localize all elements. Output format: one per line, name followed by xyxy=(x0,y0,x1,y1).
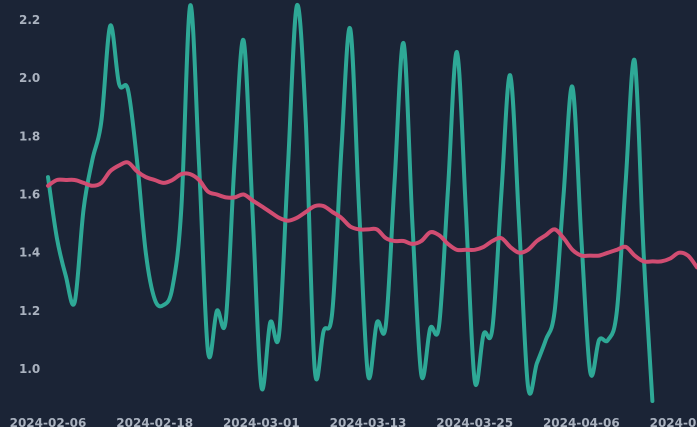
y-tick-label: 1.4 xyxy=(19,246,40,260)
x-tick-label: 2024-04-18 xyxy=(650,416,697,427)
y-tick-label: 1.8 xyxy=(19,129,40,143)
x-tick-label: 2024-04-06 xyxy=(543,416,620,427)
y-tick-label: 1.6 xyxy=(19,188,40,202)
y-tick-label: 2.0 xyxy=(19,71,40,85)
y-tick-label: 2.2 xyxy=(19,13,40,27)
series-line-2 xyxy=(46,160,697,270)
x-tick-label: 2024-03-13 xyxy=(330,416,407,427)
x-tick-label: 2024-03-01 xyxy=(223,416,300,427)
x-axis-tick-labels: 2024-02-06 2024-02-18 2024-03-01 2024-03-13… xyxy=(10,416,697,427)
series-line-1 xyxy=(46,3,655,403)
y-axis-tick-labels: 1.0 1.2 1.4 1.6 1.8 2.0 2.2 xyxy=(19,13,40,376)
x-tick-label: 2024-02-18 xyxy=(116,416,193,427)
series-lines xyxy=(46,3,697,403)
y-tick-label: 1.0 xyxy=(19,362,40,376)
x-tick-label: 2024-02-06 xyxy=(10,416,87,427)
y-tick-label: 1.2 xyxy=(19,304,40,318)
x-tick-label: 2024-03-25 xyxy=(436,416,513,427)
